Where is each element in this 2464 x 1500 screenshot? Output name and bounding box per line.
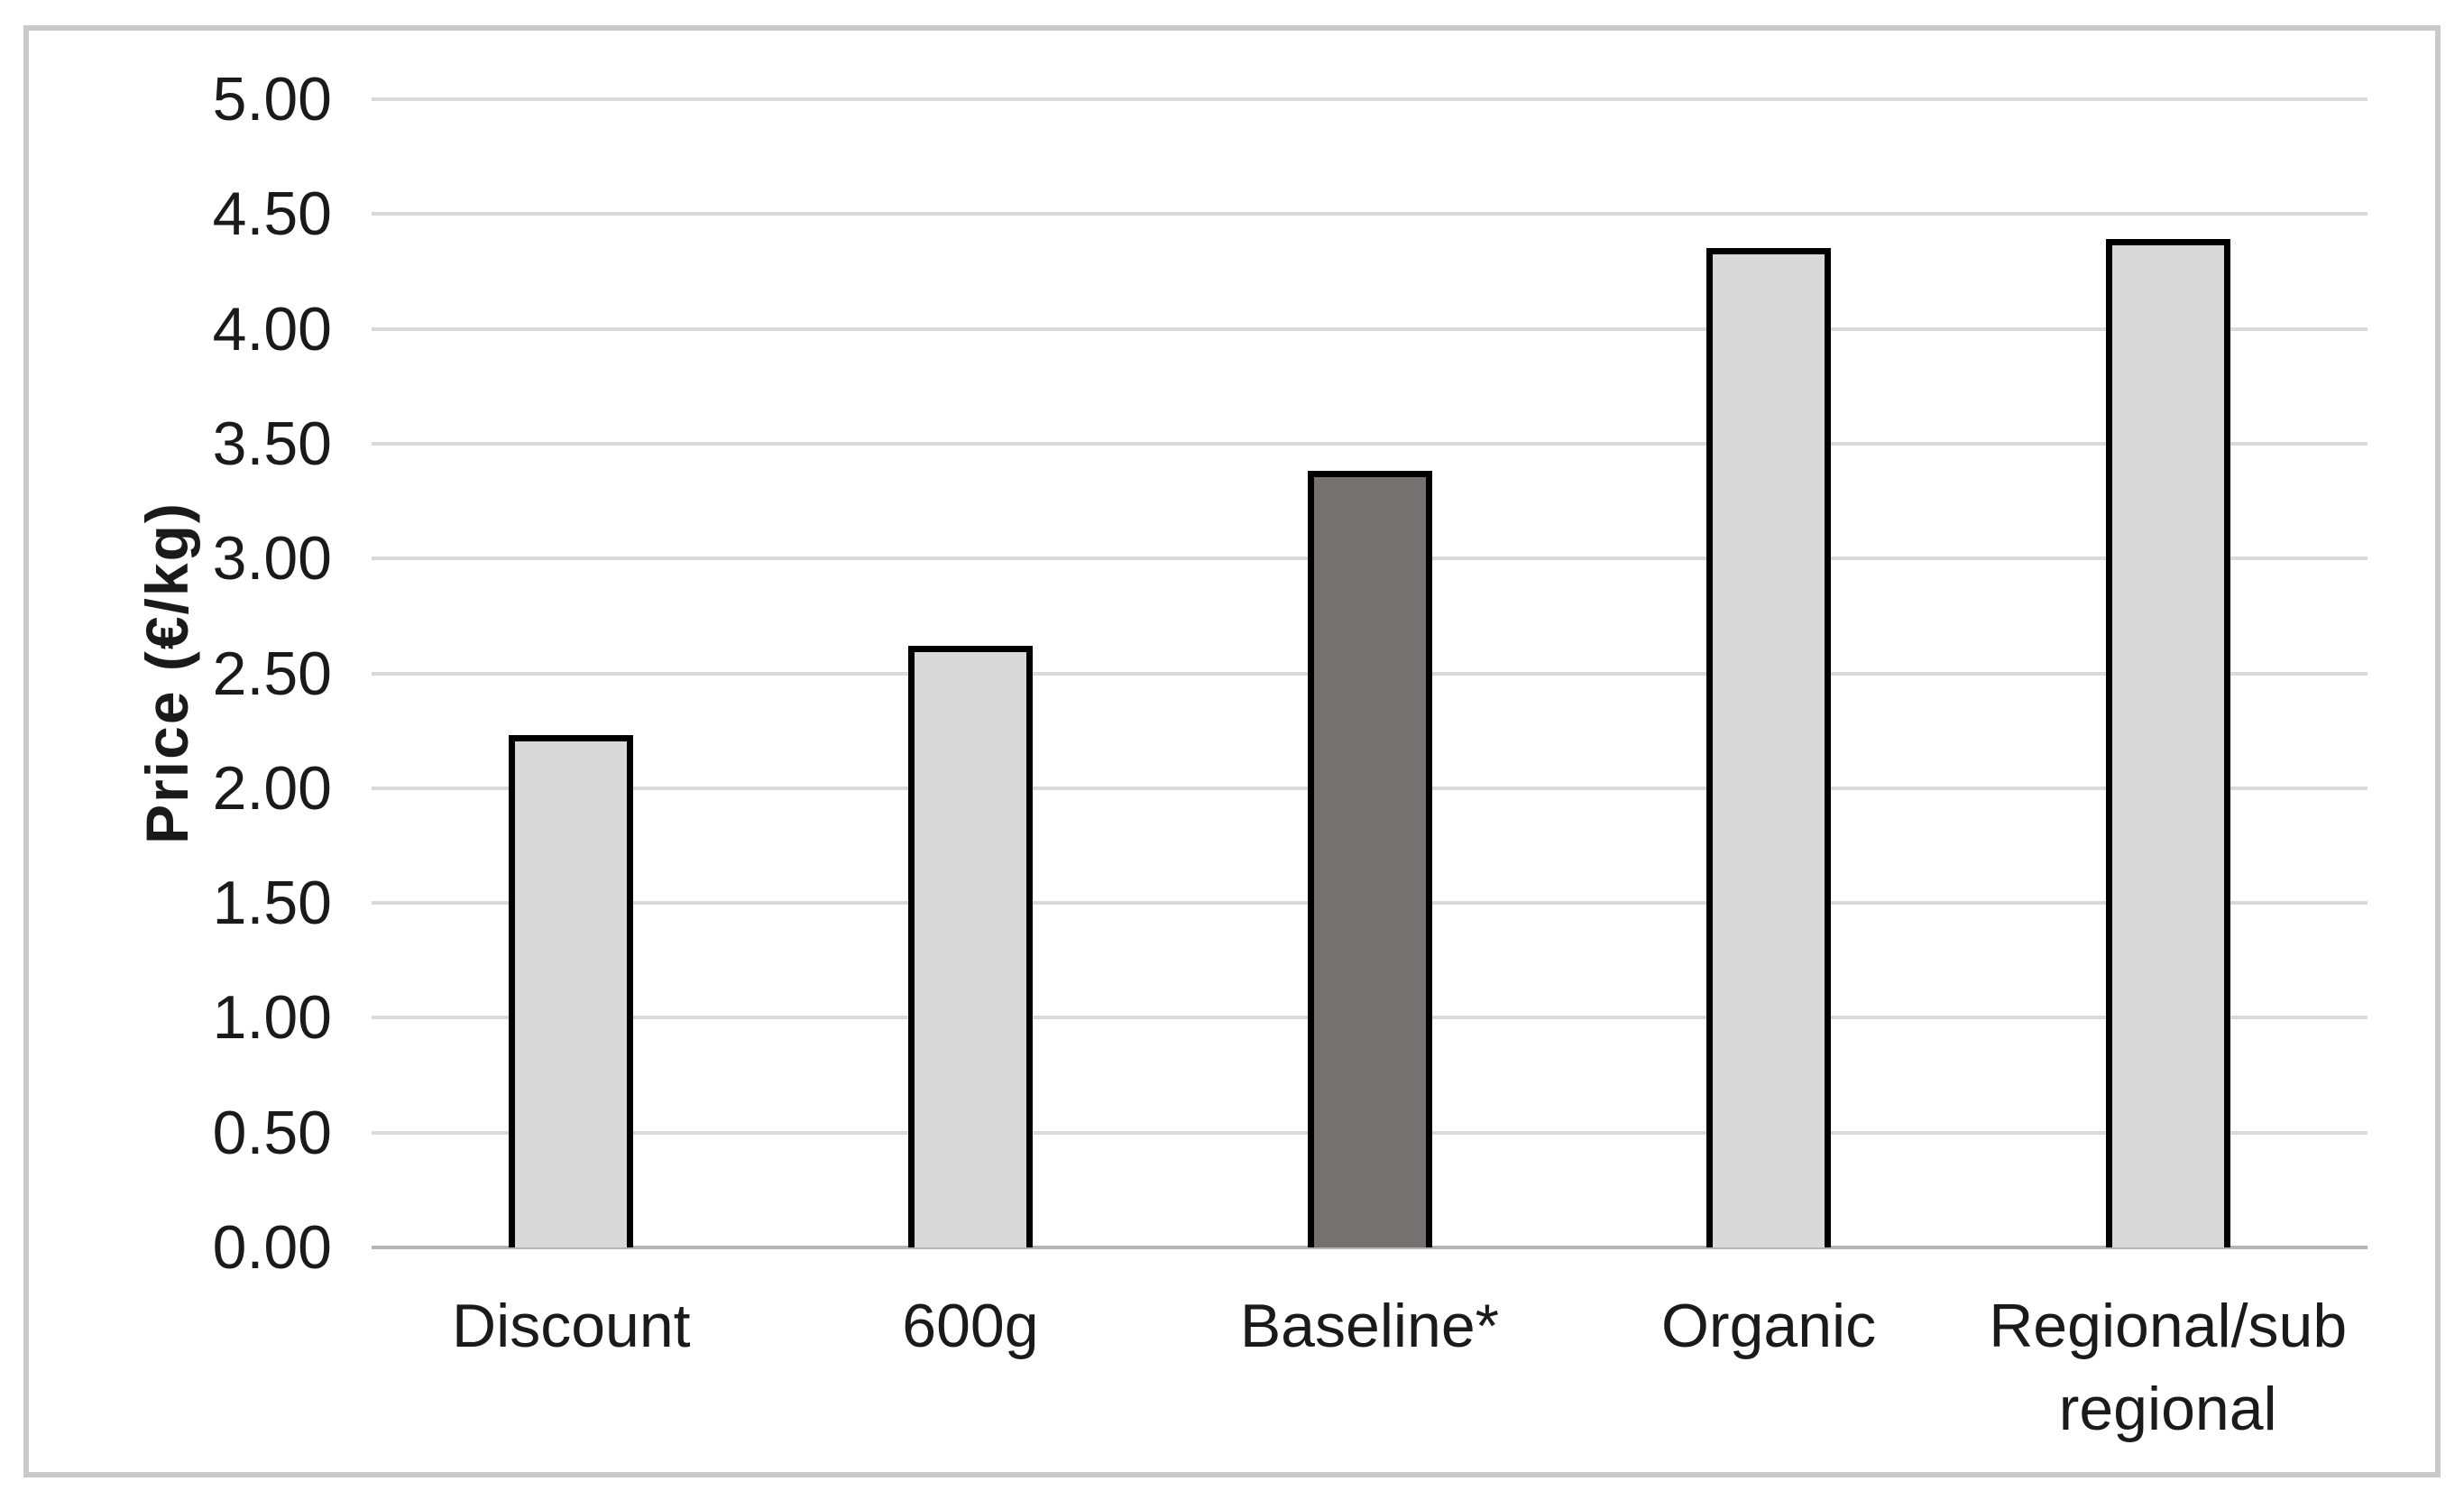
gridline xyxy=(372,441,2367,446)
x-category-label: 600g xyxy=(902,1292,1039,1360)
y-tick-label: 3.00 xyxy=(212,524,332,594)
chart-outer-frame xyxy=(23,25,2441,1477)
y-tick-label: 2.50 xyxy=(212,639,332,708)
x-axis-line xyxy=(372,1246,2367,1249)
y-tick-label: 4.00 xyxy=(212,294,332,363)
y-tick-label: 5.00 xyxy=(212,65,332,133)
gridline xyxy=(372,327,2367,331)
y-tick-label: 0.00 xyxy=(212,1213,332,1282)
bar-regional-sub-regional xyxy=(2105,239,2230,1247)
bar-discount xyxy=(509,735,634,1247)
x-category-label: Organic xyxy=(1661,1292,1877,1360)
y-tick-label: 3.50 xyxy=(212,409,332,478)
x-category-label: Baseline* xyxy=(1239,1292,1500,1360)
gridline xyxy=(372,97,2367,101)
bar-baseline- xyxy=(1307,471,1432,1247)
x-category-label: Discount xyxy=(452,1292,691,1360)
y-tick-label: 2.00 xyxy=(212,753,332,823)
y-tick-label: 0.50 xyxy=(212,1098,332,1167)
bar-organic xyxy=(1706,248,1832,1247)
bar-600g xyxy=(907,645,1033,1247)
x-category-label: Regional/sub regional xyxy=(1989,1292,2348,1443)
y-tick-label: 4.50 xyxy=(212,179,332,249)
y-tick-label: 1.00 xyxy=(212,983,332,1053)
y-tick-label: 1.50 xyxy=(212,869,332,938)
gridline xyxy=(372,212,2367,216)
